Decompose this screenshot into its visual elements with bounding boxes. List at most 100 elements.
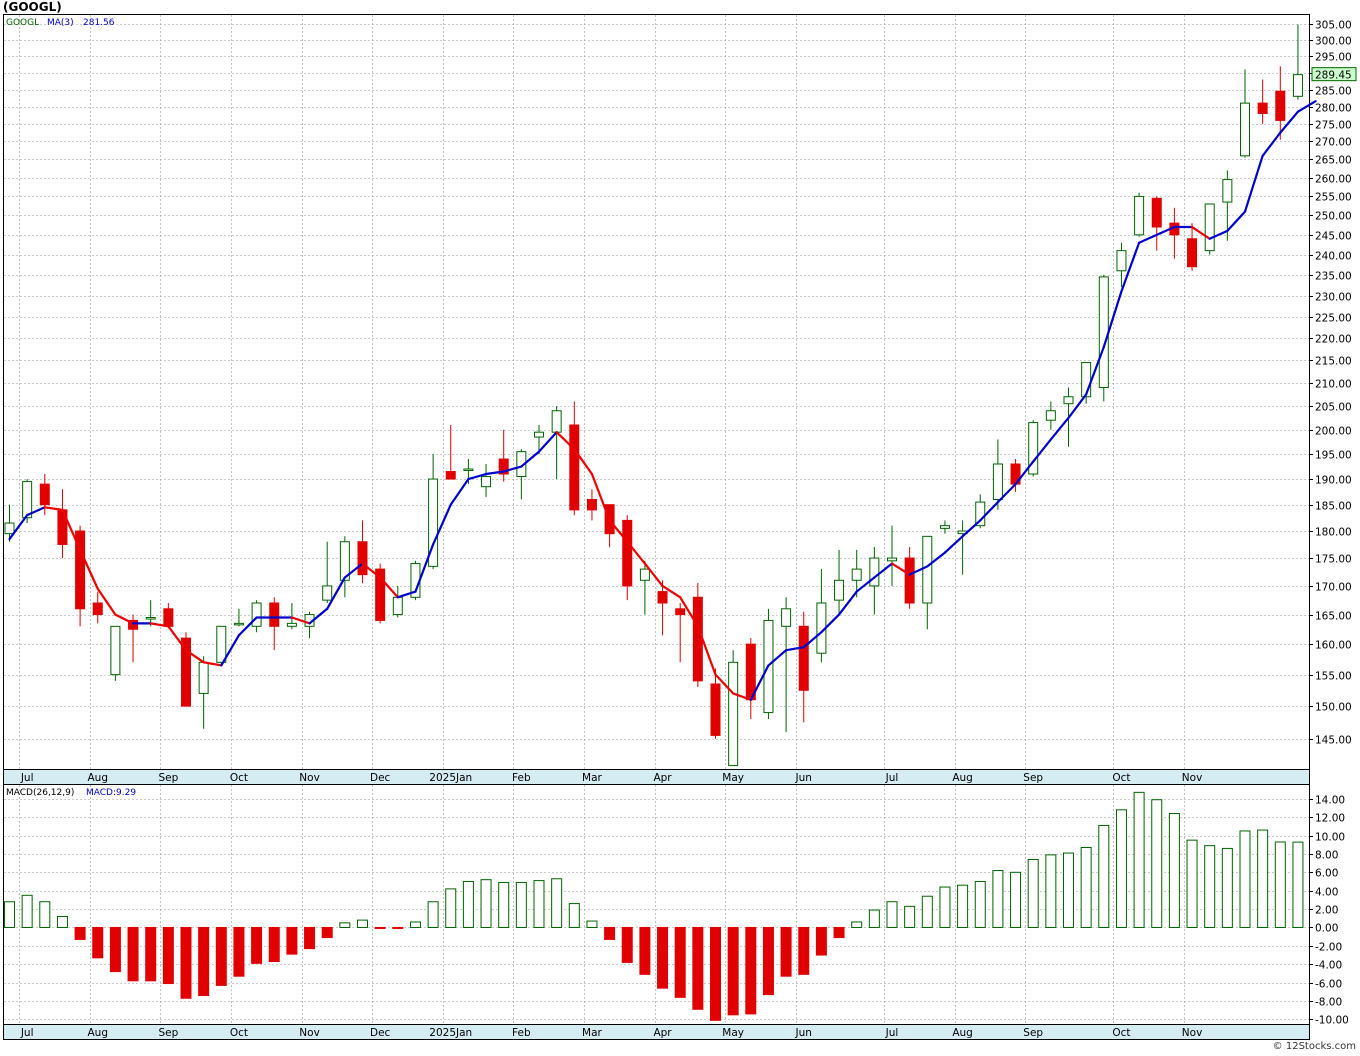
candle-body-down <box>1257 102 1268 114</box>
macd-bar-negative <box>392 926 404 929</box>
price-y-tick-label: 225.00 <box>1315 313 1352 325</box>
macd-y-tick-label: 0.00 <box>1315 923 1338 935</box>
macd-bar-negative <box>198 926 210 997</box>
ma3-segment <box>61 508 82 551</box>
macd-x-tick-label: Aug <box>952 1027 973 1039</box>
ma3-segment <box>290 616 311 625</box>
price-y-tick-label: 240.00 <box>1315 251 1352 263</box>
candle-body-up <box>1204 203 1215 252</box>
macd-y-tick-label: -4.00 <box>1315 960 1342 972</box>
ma3-segment <box>449 477 470 506</box>
ma3-segment <box>484 470 505 476</box>
macd-bar-negative <box>639 926 651 975</box>
macd-bar-positive <box>1027 858 1039 928</box>
candlestick-series <box>4 24 1303 767</box>
candle-body-up <box>481 476 492 488</box>
price-y-tick-label: 150.00 <box>1315 702 1352 714</box>
candle-body-up <box>922 535 933 604</box>
ma3-segment <box>873 562 894 579</box>
price-x-tick-label: Nov <box>299 772 320 784</box>
ma3-segment <box>502 465 523 473</box>
price-x-tick-label: Sep <box>1023 772 1043 784</box>
price-y-tick-label: 205.00 <box>1315 402 1352 414</box>
ma3-segment <box>661 584 682 599</box>
price-y-tick-label: 305.00 <box>1315 20 1352 32</box>
price-x-tick-label: Aug <box>952 772 973 784</box>
macd-x-tick-label: Apr <box>653 1027 672 1039</box>
candle-body-up <box>1028 422 1039 475</box>
ma3-segment <box>184 649 205 664</box>
price-y-tick-label: 255.00 <box>1315 192 1352 204</box>
candle-body-down <box>569 424 580 511</box>
price-y-tick-label: 165.00 <box>1315 611 1352 623</box>
ma3-segment <box>1014 460 1035 486</box>
macd-bar-positive <box>868 909 880 928</box>
macd-bar-positive <box>1168 812 1180 928</box>
ma3-segment <box>696 625 717 676</box>
ma3-segment <box>767 649 788 667</box>
price-legend-ma-label: MA(3) <box>47 18 74 28</box>
ma3-segment <box>220 634 241 667</box>
candle-body-up <box>939 525 950 529</box>
candle-body-down <box>586 499 597 511</box>
ma3-segment <box>996 483 1017 504</box>
macd-bar-negative <box>92 926 104 959</box>
ma3-segment <box>202 661 223 667</box>
macd-bar-positive <box>1221 847 1233 928</box>
ma3-segment <box>78 548 99 590</box>
candle-body-up <box>534 431 544 438</box>
candle-body-up <box>251 602 262 627</box>
macd-bar-negative <box>145 926 157 982</box>
candle-body-down <box>445 471 456 480</box>
candle-body-up <box>834 579 845 601</box>
candle-body-up <box>198 661 209 694</box>
price-y-tick-label: 300.00 <box>1315 36 1352 48</box>
macd-bar-negative <box>233 926 245 977</box>
macd-bar-positive <box>851 921 863 928</box>
candle-body-up <box>887 557 897 562</box>
price-y-tick-label: 280.00 <box>1315 103 1352 115</box>
ma3-segment <box>573 448 594 476</box>
ma3-segment <box>1137 233 1158 244</box>
macd-bar-positive <box>921 895 933 928</box>
price-y-tick-label: 180.00 <box>1315 527 1352 539</box>
macd-bar-positive <box>445 888 457 928</box>
ma3-segment <box>1049 416 1070 441</box>
price-y-axis: 145.00 150.00 155.00 160.00 165.00 170.00 175.… <box>1309 20 1352 747</box>
macd-bar-positive <box>1257 829 1269 928</box>
macd-x-tick-label: Aug <box>87 1027 108 1039</box>
macd-bar-positive <box>568 903 580 928</box>
ma3-segment <box>537 431 558 453</box>
macd-bar-positive <box>1292 841 1304 928</box>
candle-body-down <box>710 683 721 736</box>
price-y-tick-label: 260.00 <box>1315 174 1352 186</box>
candle-body-up <box>869 557 880 587</box>
macd-bar-positive <box>533 880 545 928</box>
macd-y-tick-label: -10.00 <box>1315 1015 1349 1027</box>
macd-bar-negative <box>745 926 757 1015</box>
macd-bar-negative <box>815 926 827 956</box>
ma3-segment <box>679 596 699 628</box>
macd-x-tick-label: Sep <box>158 1027 178 1039</box>
candle-body-up <box>392 596 403 616</box>
macd-bar-positive <box>339 922 351 928</box>
macd-bar-positive <box>21 894 33 928</box>
macd-bar-negative <box>374 926 386 929</box>
price-x-tick-label: May <box>722 772 744 784</box>
macd-bar-negative <box>674 926 686 998</box>
ma3-segment <box>626 540 647 565</box>
ma3-segment <box>43 506 64 511</box>
ma3-segment <box>961 519 982 538</box>
macd-bar-negative <box>304 926 316 950</box>
macd-bar-negative <box>780 926 792 977</box>
macd-bar-negative <box>710 926 721 1021</box>
candle-body-up <box>1134 195 1145 236</box>
macd-y-tick-label: 2.00 <box>1315 905 1338 917</box>
price-x-tick-label: 2025Jan <box>429 772 472 784</box>
price-y-tick-label: 170.00 <box>1315 582 1352 594</box>
ma3-segment <box>26 506 46 517</box>
ma3-segment <box>1155 225 1176 236</box>
macd-histogram-series <box>4 791 1304 1021</box>
price-y-tick-label: 185.00 <box>1315 501 1352 513</box>
